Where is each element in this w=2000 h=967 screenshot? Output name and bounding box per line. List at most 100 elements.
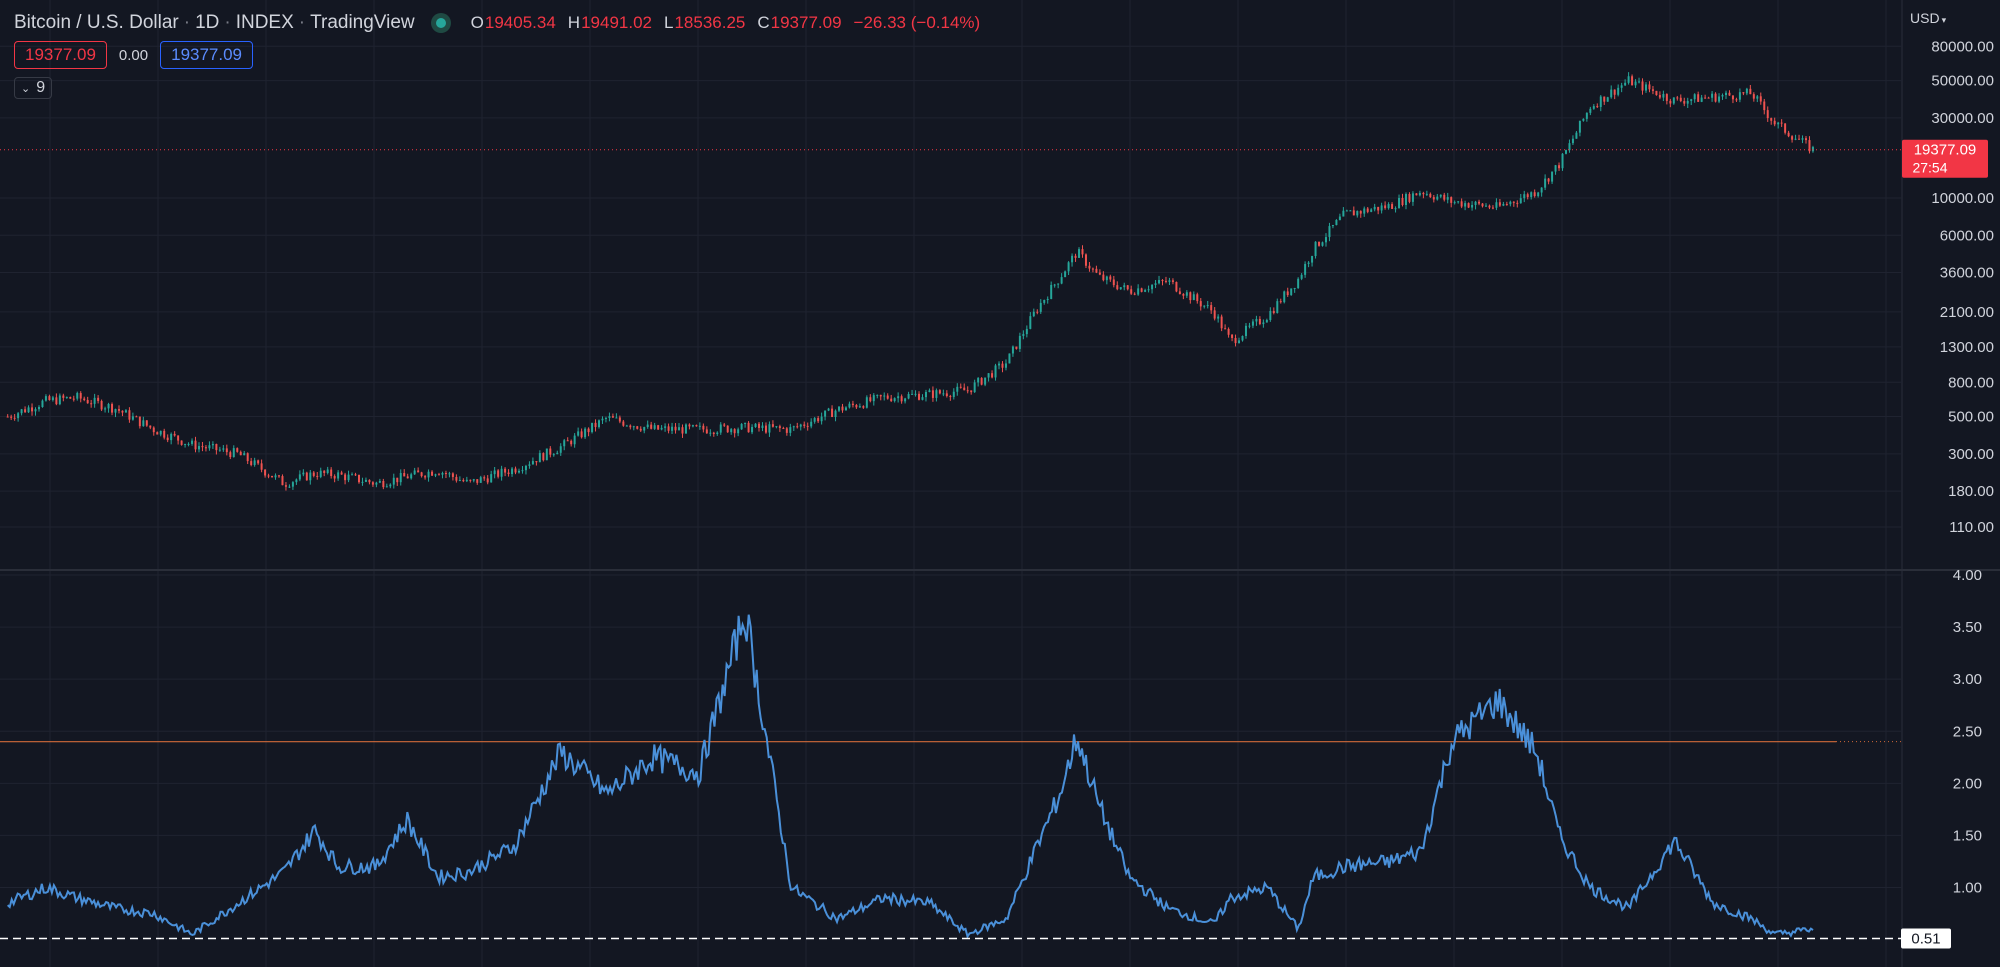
candle <box>806 422 809 431</box>
candle <box>1634 79 1637 88</box>
candle <box>1210 301 1213 314</box>
candle-body <box>27 407 30 413</box>
candle <box>511 467 514 477</box>
candle-body <box>646 424 649 428</box>
candle <box>1307 261 1310 268</box>
buy-button[interactable]: 19377.09 <box>160 41 254 69</box>
candle-body <box>1648 84 1651 90</box>
candle-body <box>236 448 239 452</box>
indicator-pane[interactable] <box>0 614 1902 940</box>
interval-label[interactable]: 1D <box>195 12 220 33</box>
exchange-label: INDEX <box>235 12 294 33</box>
candle-body <box>1178 291 1181 295</box>
candle-body <box>591 422 594 433</box>
candle <box>1231 334 1234 342</box>
candle-body <box>733 429 736 434</box>
candle-body <box>399 473 402 483</box>
candle <box>288 484 291 488</box>
symbol-name[interactable]: Bitcoin / U.S. Dollar <box>14 12 179 33</box>
candle <box>1620 82 1623 93</box>
candle-body <box>24 409 27 413</box>
candle-body <box>208 445 211 449</box>
candle-body <box>1568 143 1571 151</box>
candle <box>994 363 997 381</box>
sell-button[interactable]: 19377.09 <box>14 41 107 69</box>
candle-body <box>1481 203 1484 207</box>
candle-body <box>817 418 820 422</box>
candle-body <box>563 440 566 447</box>
candle-body <box>813 418 816 422</box>
candle <box>1196 292 1199 304</box>
candle <box>1102 271 1105 282</box>
candle-body <box>1582 118 1585 121</box>
candle-body <box>890 398 893 402</box>
candle <box>1578 120 1581 137</box>
candle <box>239 450 242 456</box>
candle <box>1502 201 1505 207</box>
candle <box>1450 196 1453 208</box>
candle <box>1408 192 1411 204</box>
candle-body <box>803 424 806 426</box>
candle <box>1255 315 1258 326</box>
price-pane[interactable] <box>0 72 1902 491</box>
candle-body <box>1258 318 1261 325</box>
candle <box>848 401 851 409</box>
candle-body <box>1210 305 1213 311</box>
candle-body <box>1032 311 1035 317</box>
candle-body <box>215 443 218 451</box>
candle-body <box>396 477 399 483</box>
candle <box>333 474 336 483</box>
candle <box>1018 332 1021 353</box>
candle-body <box>1631 76 1634 86</box>
symbol-legend: Bitcoin / U.S. Dollar · 1D · INDEX · Tra… <box>14 12 981 33</box>
price-tick-label: 30000.00 <box>1931 110 1994 127</box>
candle-body <box>271 475 274 478</box>
candle-body <box>55 397 58 405</box>
candle-body <box>1043 299 1046 303</box>
candle <box>1123 282 1126 291</box>
candle-body <box>608 416 611 418</box>
candle-body <box>1095 268 1098 273</box>
candle <box>698 422 701 430</box>
ohlc-open: O19405.34 <box>471 13 556 33</box>
candle <box>1804 136 1807 144</box>
candle-body <box>284 485 287 487</box>
candle-body <box>1158 280 1161 284</box>
candle-body <box>93 397 96 404</box>
candle <box>469 479 472 483</box>
candle <box>44 394 47 402</box>
candle <box>1544 174 1547 191</box>
candle <box>458 476 461 482</box>
candle <box>479 475 482 483</box>
candle <box>1641 78 1644 95</box>
indicators-toggle-button[interactable]: ⌄ 9 <box>14 77 53 99</box>
candle <box>1631 74 1634 86</box>
candle-body <box>455 476 458 481</box>
candle-body <box>1718 96 1721 102</box>
candle-body <box>1610 89 1613 98</box>
candle-body <box>177 435 180 441</box>
candle-body <box>1199 301 1202 307</box>
price-tick-label: 500.00 <box>1948 409 1994 426</box>
candle <box>62 393 65 402</box>
candle-body <box>1585 112 1588 119</box>
candle <box>486 475 489 485</box>
candle-body <box>1578 120 1581 133</box>
currency-selector[interactable]: USD ▾ <box>1910 10 1946 26</box>
market-status-icon[interactable] <box>430 13 451 33</box>
candle <box>1279 298 1282 304</box>
price-axis[interactable]: 80000.00 50000.00 30000.00 10000.00 6000.00 3… <box>1901 38 1994 949</box>
candle-body <box>117 409 120 411</box>
candle <box>1794 134 1797 141</box>
candle <box>865 395 868 409</box>
candle-body <box>65 396 68 398</box>
price-tick-label: 300.00 <box>1948 446 1994 463</box>
candle-body <box>13 417 16 419</box>
candle-body <box>267 475 270 477</box>
candle <box>448 471 451 478</box>
candle <box>1053 283 1056 288</box>
candle <box>838 406 841 413</box>
indicator-series-line <box>7 614 1814 939</box>
